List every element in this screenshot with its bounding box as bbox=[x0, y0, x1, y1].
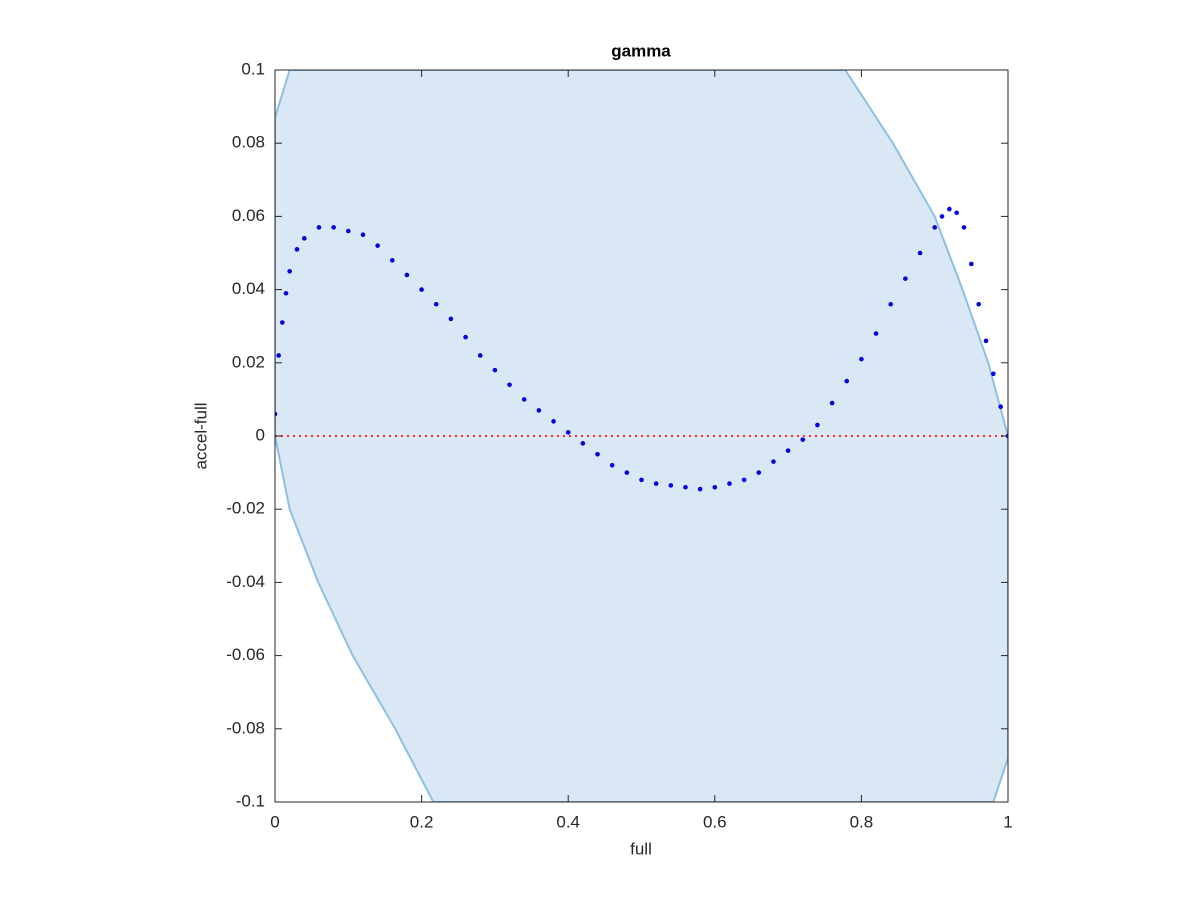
y-tick-label: 0.1 bbox=[241, 59, 265, 78]
x-tick-label: 0.2 bbox=[410, 812, 434, 831]
y-tick-label: 0.02 bbox=[232, 352, 265, 371]
y-tick-label: -0.08 bbox=[226, 718, 265, 737]
point bbox=[668, 483, 674, 488]
point bbox=[507, 382, 512, 388]
x-tick-label: 0 bbox=[270, 812, 279, 831]
point bbox=[331, 225, 336, 230]
point bbox=[375, 243, 380, 248]
y-tick-label: -0.04 bbox=[226, 572, 265, 591]
point bbox=[939, 214, 945, 219]
point bbox=[536, 408, 542, 413]
point bbox=[961, 225, 967, 230]
point bbox=[888, 301, 894, 307]
x-tick-label: 0.4 bbox=[556, 812, 580, 831]
y-tick-label: -0.02 bbox=[226, 499, 265, 518]
chart-title: gamma bbox=[611, 41, 671, 60]
point bbox=[954, 210, 959, 216]
x-tick-label: 1 bbox=[1003, 812, 1012, 831]
x-axis-label: full bbox=[630, 839, 652, 858]
point bbox=[859, 356, 864, 362]
y-tick-label: 0.04 bbox=[232, 279, 265, 298]
point bbox=[595, 452, 600, 457]
point bbox=[580, 441, 586, 446]
point bbox=[477, 353, 483, 358]
y-tick-label: 0.06 bbox=[232, 206, 265, 225]
point bbox=[991, 371, 996, 377]
point bbox=[873, 331, 879, 336]
point bbox=[756, 470, 762, 475]
y-tick-label: -0.06 bbox=[226, 645, 265, 664]
point bbox=[771, 459, 776, 464]
point bbox=[983, 338, 989, 344]
x-tick-label: 0.8 bbox=[850, 812, 874, 831]
plot-area bbox=[275, 70, 1008, 802]
point bbox=[844, 378, 850, 384]
point bbox=[976, 301, 981, 307]
y-axis-label: accel-full bbox=[191, 402, 210, 469]
y-tick-label: -0.1 bbox=[236, 791, 265, 810]
point bbox=[280, 320, 285, 325]
point bbox=[287, 269, 292, 274]
point bbox=[448, 316, 454, 322]
point bbox=[275, 411, 278, 417]
point bbox=[727, 481, 732, 486]
point bbox=[419, 287, 424, 292]
point bbox=[947, 206, 952, 212]
point bbox=[969, 261, 974, 267]
point bbox=[932, 225, 937, 230]
point bbox=[639, 477, 644, 483]
point bbox=[433, 301, 439, 307]
point bbox=[697, 486, 703, 492]
point bbox=[683, 484, 688, 490]
point bbox=[800, 437, 806, 442]
point bbox=[276, 353, 281, 358]
y-tick-label: 0 bbox=[256, 425, 265, 444]
point bbox=[463, 334, 468, 340]
point bbox=[316, 225, 322, 230]
point bbox=[829, 400, 835, 406]
point bbox=[346, 228, 351, 234]
x-tick-label: 0.6 bbox=[703, 812, 727, 831]
point bbox=[360, 232, 366, 237]
point bbox=[917, 250, 923, 256]
point bbox=[492, 367, 498, 373]
point bbox=[624, 470, 630, 475]
point bbox=[741, 477, 747, 483]
point bbox=[998, 404, 1003, 410]
point bbox=[609, 462, 615, 468]
point bbox=[294, 247, 300, 252]
point bbox=[785, 448, 791, 453]
point bbox=[551, 419, 556, 424]
point bbox=[903, 276, 908, 281]
point bbox=[565, 430, 571, 435]
point bbox=[404, 272, 410, 278]
y-tick-label: 0.08 bbox=[232, 133, 265, 152]
point bbox=[302, 236, 307, 241]
point bbox=[653, 481, 659, 486]
point bbox=[712, 484, 718, 490]
point bbox=[521, 397, 527, 402]
point bbox=[815, 422, 820, 428]
point bbox=[389, 258, 395, 263]
point bbox=[283, 290, 289, 296]
